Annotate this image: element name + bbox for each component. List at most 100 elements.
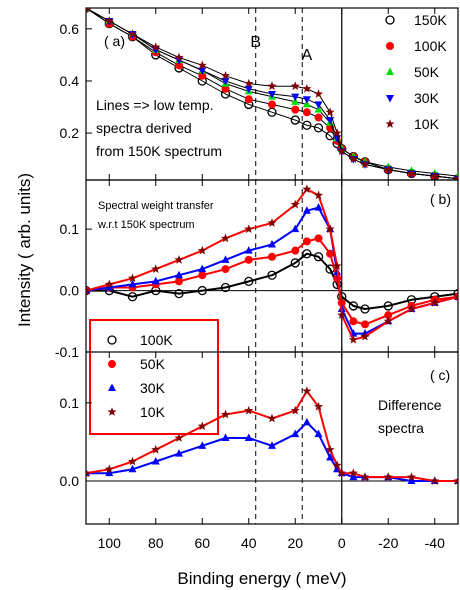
data-point-10K [406, 472, 417, 481]
data-point-150K [290, 115, 300, 125]
legend-label: 30K [414, 90, 440, 106]
legend: 150K 100K 50K 30K 10K [385, 12, 447, 132]
data-point-10K [453, 173, 458, 180]
data-point-30K [302, 96, 311, 104]
data-point-10K [174, 433, 184, 442]
data-point-10K [290, 81, 300, 91]
data-point-10K [151, 42, 161, 51]
data-point-30K [105, 468, 114, 477]
data-point-100K [348, 301, 359, 311]
data-point-10K [337, 146, 347, 156]
panels: 0.2 0.4 0.6 ( a) B A Lines => low temp. spectra… [55, 7, 459, 551]
y-tick-label: 0.2 [60, 125, 80, 141]
data-point-10K [267, 218, 277, 227]
data-point-10K [325, 224, 335, 234]
data-point-30K [314, 429, 323, 438]
data-point-10K [348, 468, 358, 478]
data-point-10K [104, 464, 114, 474]
data-point-10K [127, 29, 138, 38]
data-point-10K [332, 261, 342, 270]
data-point-30K [105, 283, 114, 291]
data-point-10K [302, 83, 312, 93]
legend-label: 50K [414, 64, 440, 80]
data-point-30K [244, 433, 253, 441]
data-point-10K [325, 107, 335, 117]
legend-marker-10K [107, 407, 117, 416]
legend-label: 10K [414, 116, 440, 132]
legend-label: 100K [414, 38, 447, 54]
legend-marker-100K [386, 42, 394, 50]
y-axis-label: Intensity ( arb. units) [15, 173, 34, 327]
data-point-100K [220, 282, 231, 293]
data-point-30K [268, 441, 276, 449]
y-tick-label: 0.6 [60, 21, 80, 37]
panel-label: ( a) [104, 33, 125, 49]
data-point-100K [453, 288, 458, 299]
data-point-100K [175, 61, 183, 70]
data-point-50K [361, 320, 369, 329]
data-point-30K [198, 441, 207, 449]
data-point-30K [326, 453, 335, 461]
data-point-10K [383, 316, 393, 326]
data-point-50K [314, 234, 323, 243]
data-point-10K [151, 444, 161, 454]
data-point-10K [337, 310, 347, 320]
data-point-100K [244, 95, 253, 104]
x-tick-label: 20 [287, 535, 303, 551]
x-tick-label: 40 [241, 535, 257, 551]
data-point-150K [313, 123, 324, 133]
panel-b: -0.1 0.0 0.1 ( b) Spectral weight transfer w.… [55, 179, 459, 435]
legend-marker-100K [107, 335, 117, 345]
legend-label: 10K [140, 404, 166, 420]
data-point-100K [127, 292, 138, 302]
data-point-30K [302, 417, 311, 426]
panel-label: ( c) [430, 367, 450, 383]
series-layer [86, 8, 458, 180]
legend-label: 50K [140, 356, 166, 372]
legend-marker-150K [385, 15, 395, 25]
data-point-100K [267, 270, 277, 280]
data-point-10K [127, 273, 138, 283]
data-point-10K [267, 413, 277, 423]
data-point-100K [268, 100, 276, 109]
legend-label: 150K [414, 12, 447, 28]
data-point-50K [326, 249, 335, 258]
data-point-100K [221, 84, 230, 93]
x-tick-label: 80 [148, 535, 164, 551]
data-point-100K [174, 288, 184, 299]
data-point-10K [406, 168, 417, 178]
legend-marker-50K [386, 67, 394, 75]
data-point-100K [198, 71, 207, 80]
panel-frame [85, 351, 459, 525]
data-point-30K [291, 429, 300, 438]
data-point-100K [290, 258, 300, 268]
data-point-10K [383, 472, 393, 481]
x-tick-label: 60 [194, 535, 210, 551]
x-tick-label: -20 [378, 535, 398, 551]
data-point-10K [244, 224, 254, 234]
data-point-50K [175, 277, 183, 286]
data-point-50K [349, 317, 358, 326]
data-point-30K [221, 433, 230, 441]
data-point-100K [244, 276, 254, 287]
data-point-30K [314, 101, 323, 109]
data-point-30K [349, 472, 358, 481]
peak-label: B [250, 34, 261, 51]
data-point-10K [332, 460, 342, 470]
data-point-30K [407, 476, 416, 484]
data-point-10K [290, 199, 300, 209]
data-point-100K [313, 252, 324, 262]
data-point-10K [267, 81, 277, 91]
data-point-30K [198, 264, 207, 273]
data-point-10K [197, 60, 207, 70]
annotation-text: Difference [378, 397, 442, 413]
panel-a: 0.2 0.4 0.6 ( a) B A Lines => low temp. spectra… [60, 7, 459, 181]
data-point-100K [302, 108, 311, 117]
data-point-10K [313, 401, 324, 411]
data-point-30K [151, 276, 160, 285]
y-tick-label: 0.1 [60, 395, 80, 411]
data-point-30K [151, 456, 160, 465]
data-point-30K [244, 246, 253, 254]
y-tick-label: 0.0 [60, 283, 80, 299]
data-point-10K [197, 245, 207, 255]
